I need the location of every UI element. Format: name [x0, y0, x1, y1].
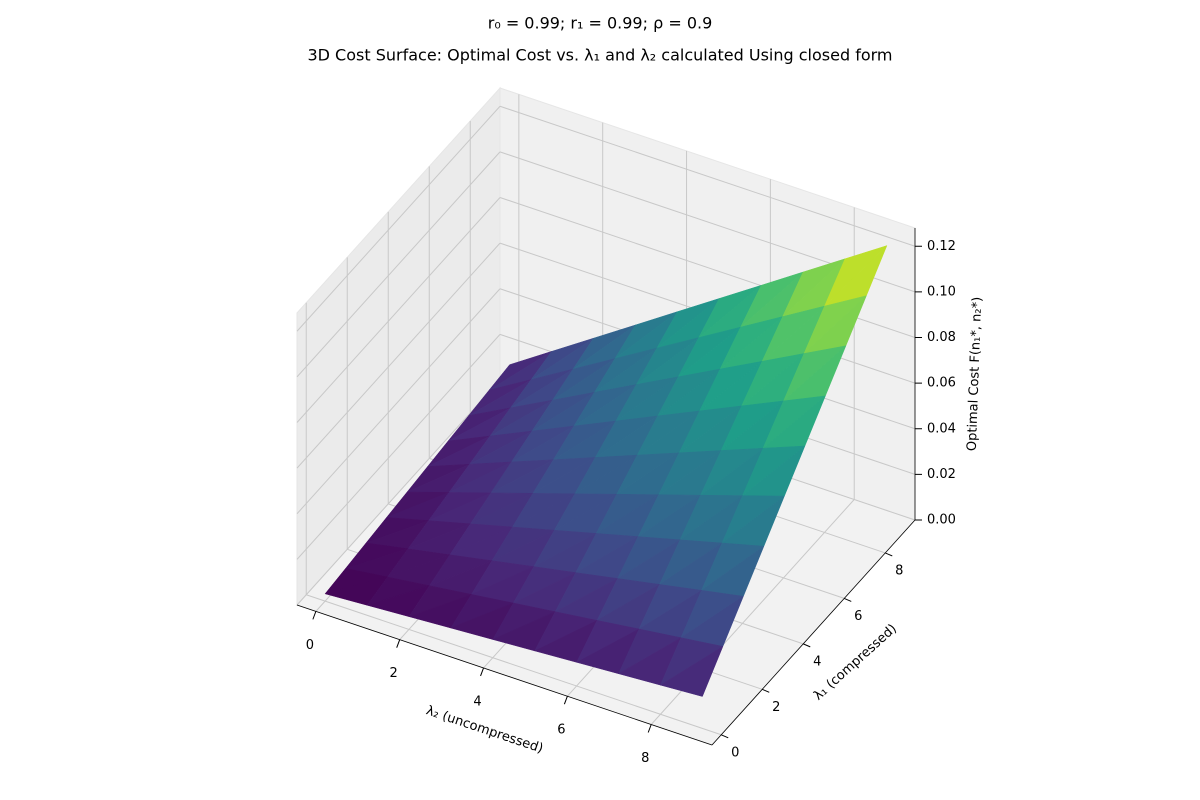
z-tick-label: 0.10: [927, 284, 956, 299]
suptitle: r₀ = 0.99; r₁ = 0.99; ρ = 0.9: [488, 14, 713, 33]
surface-facet: [659, 645, 724, 697]
y-tick: [721, 734, 729, 739]
x-axis-label: λ₂ (uncompressed): [424, 703, 545, 756]
x-tick-label: 8: [641, 751, 649, 766]
x-tick-label: 0: [306, 638, 314, 653]
z-tick-label: 0.08: [927, 330, 956, 345]
axis-line: [711, 519, 916, 746]
x-tick-label: 6: [557, 723, 565, 738]
y-tick-label: 4: [813, 654, 821, 669]
y-axis-label: λ₁ (compressed): [811, 621, 900, 703]
x-tick: [396, 639, 401, 648]
grid-line: [296, 105, 501, 332]
x-tick-label: 4: [473, 694, 481, 709]
grid-line: [296, 334, 501, 560]
x-tick: [312, 611, 317, 620]
y-tick-label: 8: [895, 563, 903, 578]
grid-line: [499, 105, 916, 247]
x-tick: [480, 667, 485, 677]
z-tick-label: 0.04: [927, 421, 956, 436]
x-tick: [647, 724, 652, 733]
y-tick: [762, 688, 770, 693]
y-tick-label: 0: [731, 745, 739, 760]
grid-line: [296, 379, 501, 606]
z-tick-label: 0.02: [927, 467, 956, 482]
grid-line: [296, 197, 501, 423]
y-tick: [803, 643, 811, 648]
x-tick-label: 2: [390, 666, 398, 681]
z-tick-label: 0.12: [927, 239, 956, 254]
grid-line: [296, 288, 501, 515]
grid-line: [306, 594, 722, 736]
axis-line: [296, 604, 713, 746]
z-tick-label: 0.00: [927, 513, 956, 528]
y-tick: [885, 552, 893, 557]
x-tick: [563, 696, 568, 705]
y-tick: [844, 597, 852, 602]
grid-line: [296, 151, 501, 378]
chart-title: 3D Cost Surface: Optimal Cost vs. λ₁ and…: [307, 46, 892, 65]
z-tick-label: 0.06: [927, 376, 956, 391]
grid-line: [296, 242, 501, 469]
y-tick-label: 2: [772, 700, 780, 715]
z-axis-label: Optimal Cost F(n₁*, n₂*): [965, 297, 985, 452]
y-tick-label: 6: [854, 609, 862, 624]
